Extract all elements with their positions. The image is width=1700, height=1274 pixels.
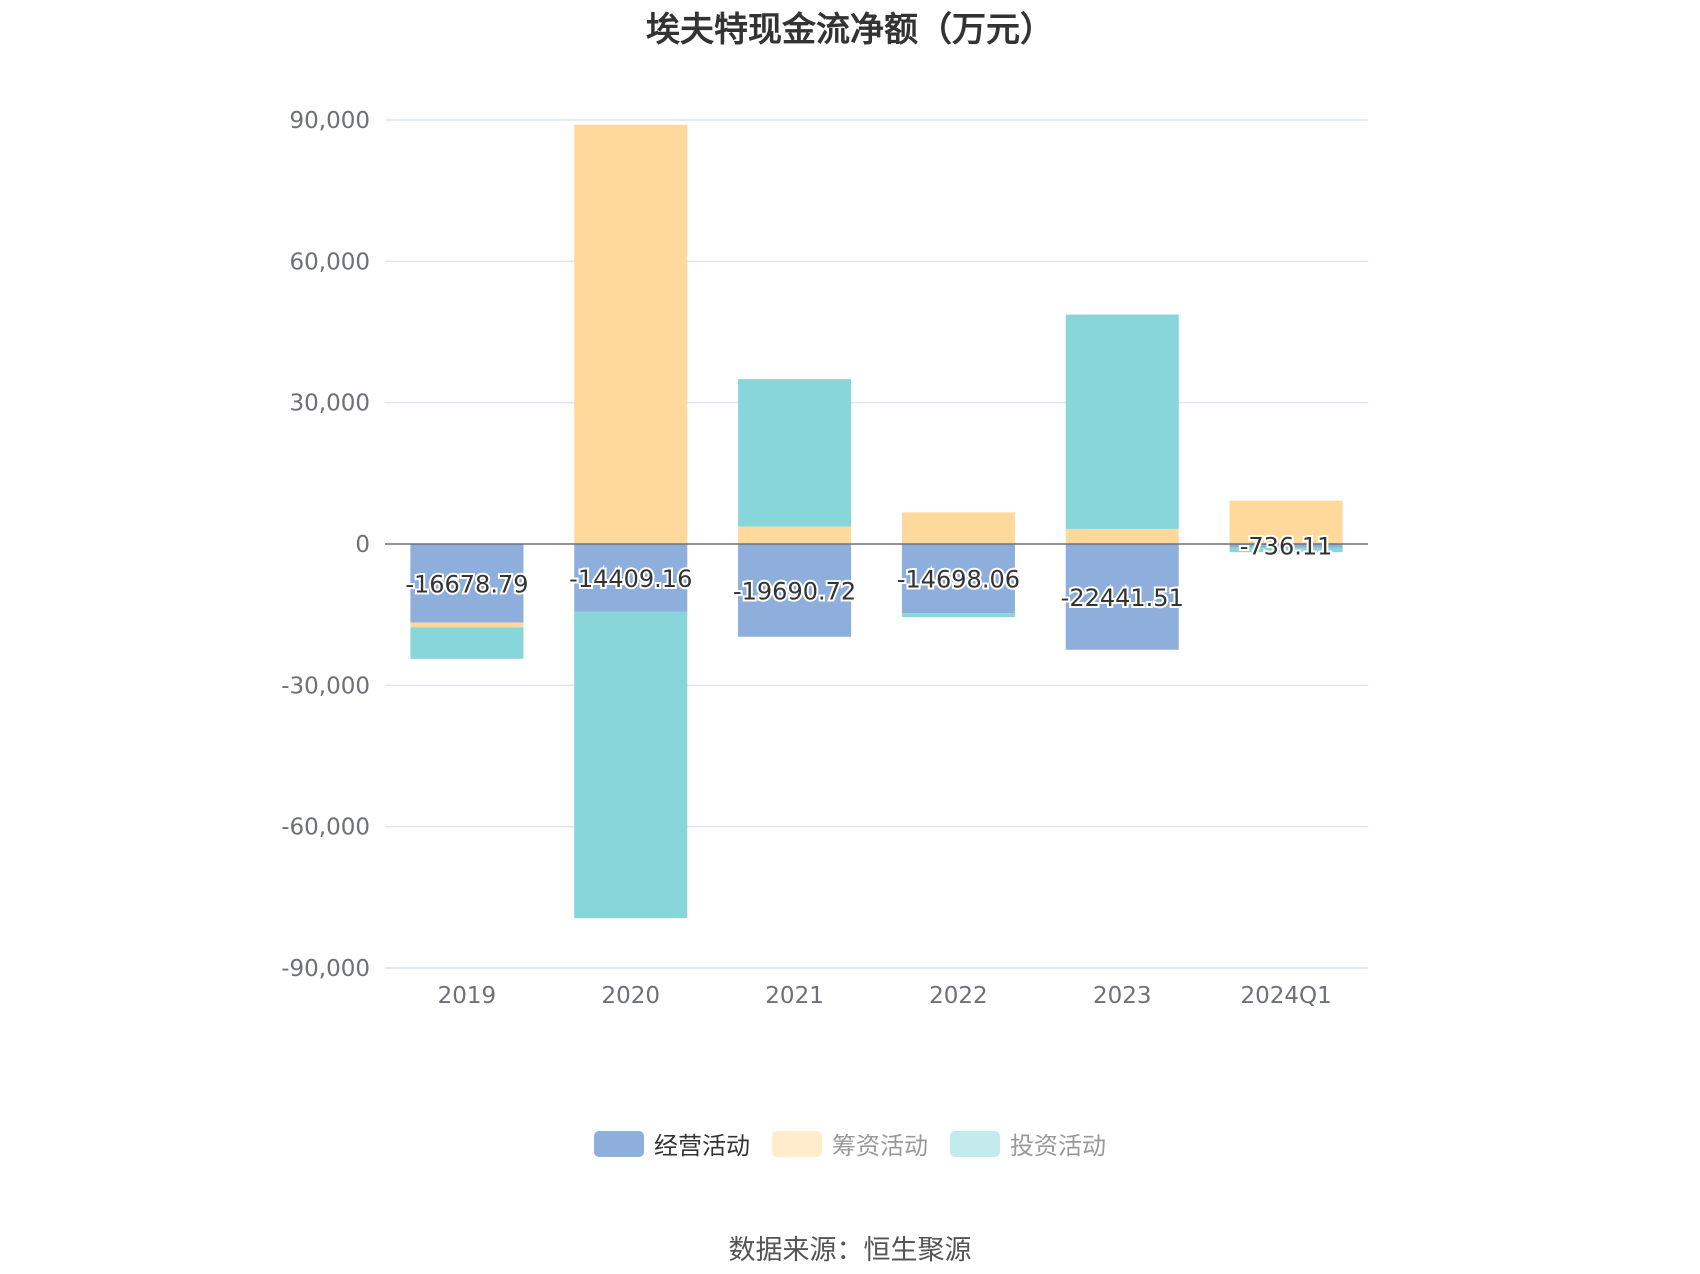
bar-0-2020[interactable] bbox=[574, 544, 688, 612]
data-label: -736.11 bbox=[1240, 533, 1333, 561]
legend: 经营活动 筹资活动 投资活动 bbox=[0, 1126, 1700, 1161]
legend-label: 经营活动 bbox=[654, 1132, 750, 1160]
data-label: -22441.51 bbox=[1061, 584, 1184, 612]
y-tick-label: -90,000 bbox=[281, 956, 370, 982]
y-tick-label: 0 bbox=[355, 532, 370, 558]
y-tick-label: 90,000 bbox=[290, 108, 370, 134]
bar-2-2024Q1[interactable] bbox=[1229, 547, 1343, 553]
bar-1-2022[interactable] bbox=[901, 512, 1015, 544]
bar-0-2023[interactable] bbox=[1065, 544, 1179, 650]
data-label: -16678.79 bbox=[405, 570, 528, 598]
bar-2-2023[interactable] bbox=[1065, 314, 1179, 529]
bar-1-2019[interactable] bbox=[410, 622, 524, 628]
bar-1-2024Q1[interactable] bbox=[1229, 500, 1343, 544]
bar-1-2023[interactable] bbox=[1065, 528, 1179, 544]
bars bbox=[410, 124, 1343, 919]
chart-title: 埃夫特现金流净额（万元） bbox=[646, 10, 1054, 50]
bar-0-2019[interactable] bbox=[410, 544, 524, 623]
bar-2-2020[interactable] bbox=[574, 611, 688, 919]
y-tick-label: 30,000 bbox=[290, 391, 370, 417]
axes: 90,000 60,000 30,000 0 -30,000 -60,000 -90,000… bbox=[281, 108, 1368, 1009]
data-label: -14698.06 bbox=[897, 566, 1020, 594]
bar-0-2022[interactable] bbox=[901, 544, 1015, 614]
y-tick-label: -30,000 bbox=[281, 673, 370, 699]
data-label: -14409.16 bbox=[569, 565, 692, 593]
x-tick-label: 2019 bbox=[438, 983, 497, 1009]
bar-2-2021[interactable] bbox=[738, 379, 852, 527]
bar-1-2020[interactable] bbox=[574, 124, 688, 544]
legend-item-2[interactable]: 投资活动 bbox=[950, 1126, 1106, 1161]
legend-swatch bbox=[772, 1130, 822, 1157]
y-tick-label: 60,000 bbox=[290, 249, 370, 275]
legend-swatch bbox=[594, 1130, 644, 1157]
bar-2-2019[interactable] bbox=[410, 627, 524, 659]
source-note: 数据来源：恒生聚源 bbox=[728, 1235, 972, 1266]
legend-swatch bbox=[950, 1130, 1000, 1157]
legend-label: 投资活动 bbox=[1010, 1132, 1106, 1160]
bar-0-2021[interactable] bbox=[738, 544, 852, 637]
x-tick-label: 2022 bbox=[929, 983, 988, 1009]
bar-2-2022[interactable] bbox=[901, 613, 1015, 618]
x-tick-label: 2024Q1 bbox=[1240, 983, 1331, 1009]
legend-item-1[interactable]: 筹资活动 bbox=[772, 1126, 928, 1161]
data-labels: -16678.79 -14409.16 -19690.72 -14698.06 -224… bbox=[403, 531, 1334, 614]
x-tick-label: 2023 bbox=[1093, 983, 1152, 1009]
x-tick-label: 2021 bbox=[765, 983, 824, 1009]
legend-label: 筹资活动 bbox=[832, 1132, 928, 1160]
data-label: -19690.72 bbox=[733, 577, 856, 605]
bar-1-2021[interactable] bbox=[738, 526, 852, 544]
bar-0-2024Q1[interactable] bbox=[1229, 544, 1343, 548]
legend-item-0[interactable]: 经营活动 bbox=[594, 1126, 750, 1161]
x-tick-label: 2020 bbox=[601, 983, 660, 1009]
y-tick-label: -60,000 bbox=[281, 815, 370, 841]
